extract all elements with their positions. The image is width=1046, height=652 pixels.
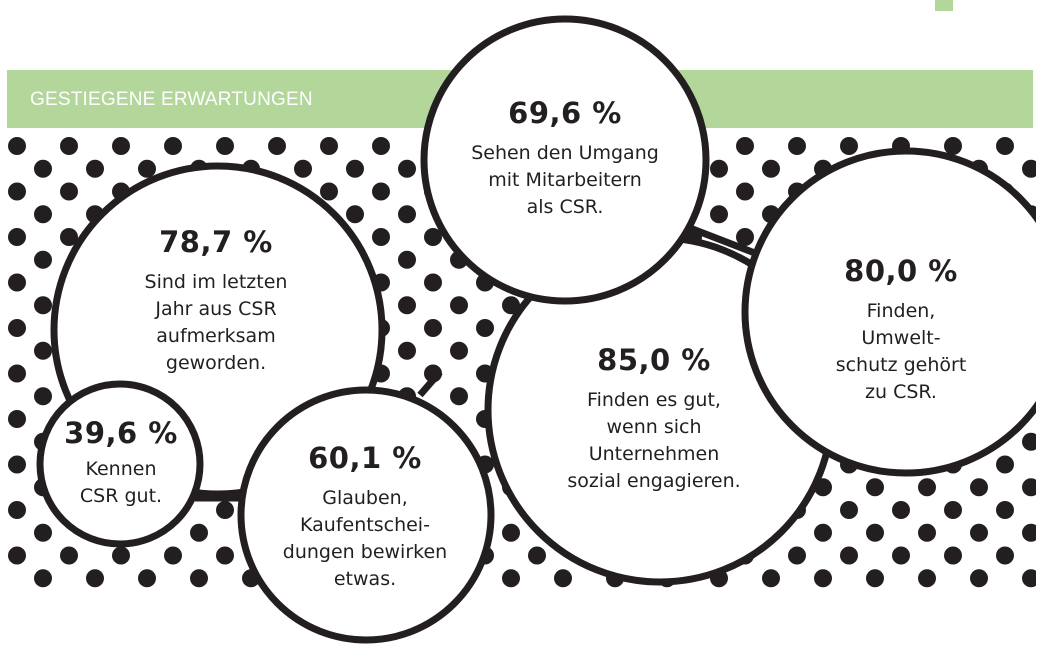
bubble-kaufentscheidungen-circle	[237, 386, 495, 644]
bubble-value: 60,1 %	[308, 441, 422, 475]
bubble-value: 78,7 %	[159, 225, 273, 259]
corner-accent-block	[935, 0, 953, 11]
bubble-value: 69,6 %	[508, 96, 622, 130]
bubble-value: 80,0 %	[844, 254, 958, 288]
page-title: GESTIEGENE ERWARTUNGEN	[30, 89, 313, 110]
bubble-caption: Finden, Umwelt- schutz gehört zu CSR.	[835, 300, 967, 403]
bubble-kennen-circle	[36, 380, 204, 548]
bubble-sozial: 85,0 % Finden es gut, wenn sich Unterneh…	[567, 343, 740, 495]
bubble-umweltschutz: 80,0 % Finden, Umwelt- schutz gehört zu …	[829, 254, 974, 406]
bubble-value: 39,6 %	[64, 416, 178, 450]
bubble-caption: Glauben, Kaufentschei- dungen bewirken e…	[282, 487, 448, 590]
bubble-caption: Sehen den Umgang mit Mitarbeitern als CS…	[471, 142, 659, 218]
bubble-mitarbeiter: 69,6 % Sehen den Umgang mit Mitarbeitern…	[471, 96, 659, 221]
bubble-value: 85,0 %	[597, 343, 711, 377]
bubble-caption: Sind im letzten Jahr aus CSR aufmerksam …	[144, 271, 288, 374]
bubble-kaufentscheidungen: 60,1 % Glauben, Kaufentschei- dungen bew…	[283, 441, 447, 593]
bubble-caption: Finden es gut, wenn sich Unternehmen soz…	[567, 389, 741, 492]
bubble-mitarbeiter-circle	[420, 15, 710, 305]
bubble-caption: Kennen CSR gut.	[79, 458, 163, 507]
connector-line	[688, 224, 762, 259]
connector-line	[417, 369, 443, 398]
bubble-aufmerksam: 78,7 % Sind im letzten Jahr aus CSR aufm…	[145, 225, 288, 377]
bubble-kennen: 39,6 % Kennen CSR gut.	[64, 416, 178, 510]
bubble-umweltschutz-circle	[741, 147, 1046, 477]
